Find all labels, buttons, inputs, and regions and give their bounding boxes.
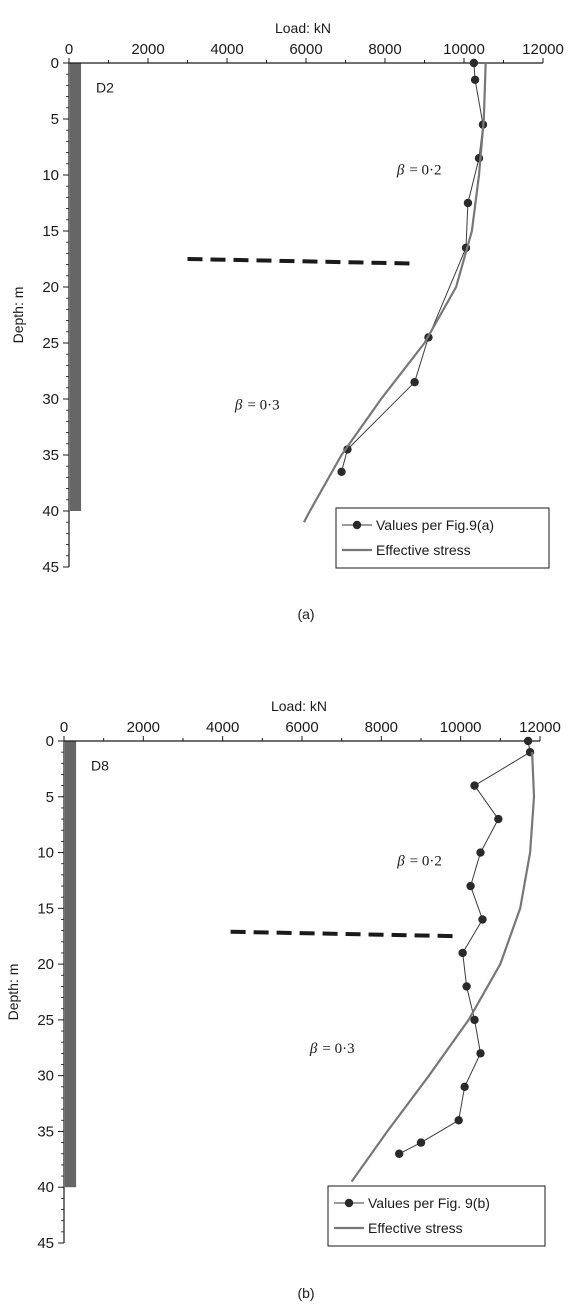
chart-panel-b: 0 2000 4000 6000 8000 10000 12000 0 5 10 15 20 25 30 3… — [5, 698, 561, 1301]
y-tick-label: 45 — [37, 1235, 54, 1252]
x-tick-label: 0 — [65, 41, 73, 58]
legend-label: Values per Fig. 9(b) — [368, 1195, 490, 1211]
data-point — [460, 1082, 469, 1092]
y-tick-label: 30 — [42, 391, 59, 408]
x-tick-label: 6000 — [285, 719, 318, 736]
beta-annotation: β = 0·2 — [396, 853, 442, 869]
data-point — [470, 1015, 479, 1025]
effective-stress-line — [350, 752, 536, 1183]
y-tick-label: 45 — [42, 559, 59, 576]
data-point — [337, 467, 346, 476]
data-point — [478, 915, 487, 924]
data-point — [458, 948, 467, 958]
panel-caption: (b) — [297, 1285, 314, 1301]
beta-value: = 0·3 — [247, 398, 279, 414]
data-point — [470, 781, 479, 790]
x-tick-label: 8000 — [365, 719, 398, 736]
pile-shaft — [65, 741, 77, 1188]
dashed-divider — [187, 257, 411, 266]
data-point — [410, 378, 419, 387]
dashed-divider — [230, 929, 459, 939]
x-tick-label: 4000 — [206, 719, 239, 736]
pile-id-label: D2 — [96, 80, 114, 96]
data-point — [469, 58, 479, 68]
x-tick-label: 6000 — [289, 41, 322, 58]
data-point — [466, 881, 475, 891]
legend-label: Effective stress — [368, 1220, 463, 1236]
beta-value: = 0·2 — [409, 162, 441, 178]
chart-panel-a: 0 2000 4000 6000 8000 10000 12000 0 5 10 15 20 25 30 3… — [10, 20, 564, 622]
legend-label: Values per Fig.9(a) — [376, 517, 494, 533]
measured-series-line — [341, 62, 484, 472]
panel-caption: (a) — [297, 606, 314, 622]
legend-label: Effective stress — [376, 542, 471, 558]
legend: Values per Fig.9(a) Effective stress — [335, 507, 550, 569]
y-tick-label: 35 — [37, 1123, 54, 1140]
y-tick-label: 10 — [42, 167, 59, 184]
y-tick-label: 10 — [37, 845, 54, 862]
x-tick-label: 12000 — [522, 41, 564, 58]
data-point — [523, 736, 533, 746]
y-tick-label: 5 — [46, 789, 54, 806]
y-tick-label: 25 — [37, 1012, 54, 1029]
y-tick-label: 40 — [37, 1179, 54, 1196]
beta-annotation: β = 0·3 — [309, 1041, 355, 1057]
beta-symbol: β — [396, 853, 405, 869]
beta-symbol: β — [234, 398, 243, 414]
pile-id-label: D8 — [91, 758, 109, 774]
data-point — [454, 1116, 463, 1125]
y-tick-label: 15 — [37, 900, 54, 917]
legend: Values per Fig. 9(b) Effective stress — [327, 1185, 546, 1247]
data-point — [494, 814, 503, 824]
y-axis-title: Depth: m — [10, 287, 26, 344]
data-point — [462, 982, 471, 991]
y-tick-label: 25 — [42, 335, 59, 352]
y-tick-label: 20 — [37, 956, 54, 973]
x-tick-label: 8000 — [368, 41, 401, 58]
beta-symbol: β — [309, 1041, 318, 1057]
beta-annotation: β = 0·3 — [234, 398, 280, 414]
y-tick-label: 5 — [51, 111, 59, 128]
x-tick-label: 4000 — [210, 41, 243, 58]
legend-marker — [352, 520, 362, 530]
beta-value: = 0·3 — [322, 1041, 354, 1057]
legend-box — [335, 507, 550, 569]
x-tick-label: 10000 — [440, 719, 482, 736]
beta-value: = 0·2 — [410, 853, 442, 869]
y-tick-label: 40 — [42, 503, 59, 520]
x-tick-label: 12000 — [519, 719, 561, 736]
data-point — [394, 1149, 404, 1158]
x-tick-label: 2000 — [127, 719, 160, 736]
measured-series-line — [398, 740, 531, 1155]
legend-marker — [344, 1198, 354, 1208]
effective-stress-line — [303, 62, 487, 523]
y-tick-label: 35 — [42, 447, 59, 464]
data-point — [343, 445, 352, 454]
y-tick-label: 30 — [37, 1068, 54, 1085]
y-tick-label: 0 — [46, 733, 54, 750]
data-point — [474, 154, 484, 163]
x-tick-label: 0 — [60, 719, 68, 736]
y-tick-label: 15 — [42, 223, 59, 240]
x-axis-title: Load: kN — [275, 20, 331, 36]
legend-box — [327, 1185, 546, 1247]
y-tick-label: 20 — [42, 279, 59, 296]
beta-annotation: β = 0·2 — [396, 162, 442, 178]
data-point — [476, 1049, 485, 1058]
pile-shaft — [70, 63, 82, 511]
beta-symbol: β — [396, 162, 405, 178]
data-point — [463, 198, 473, 208]
x-tick-label: 10000 — [443, 41, 485, 58]
data-point — [416, 1138, 426, 1147]
data-point — [470, 75, 480, 85]
x-tick-label: 2000 — [131, 41, 164, 58]
y-axis-title: Depth: m — [5, 964, 21, 1021]
y-tick-label: 0 — [51, 55, 59, 72]
data-point — [476, 848, 485, 857]
x-axis-title: Load: kN — [271, 698, 327, 714]
